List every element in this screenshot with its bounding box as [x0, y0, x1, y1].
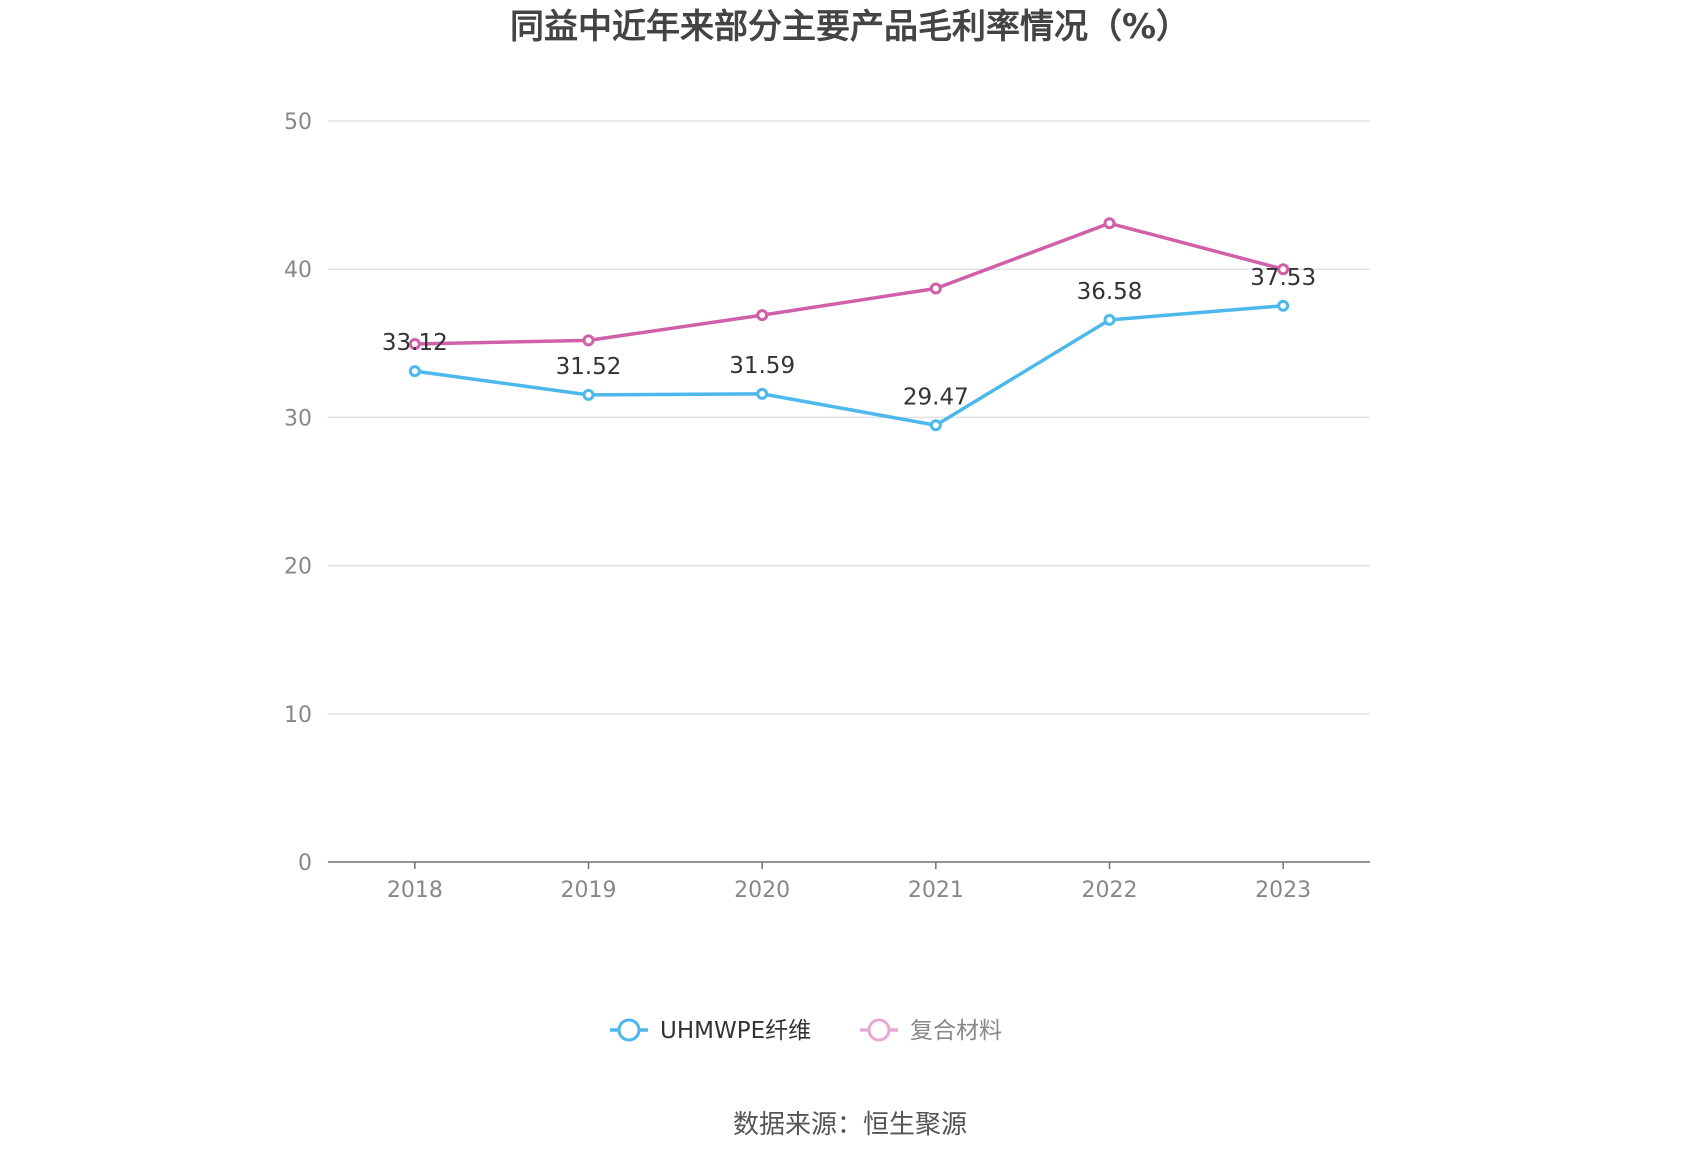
data-point	[929, 282, 942, 295]
chart-title: 同益中近年来部分主要产品毛利率情况（%）	[510, 7, 1190, 47]
data-point	[408, 338, 421, 351]
data-point	[1103, 217, 1116, 230]
data-point	[582, 388, 595, 401]
x-tick-label: 2023	[1255, 878, 1311, 903]
legend-label: 复合材料	[910, 1018, 1002, 1044]
data-label: 33.12	[382, 330, 448, 356]
data-label: 31.52	[556, 354, 622, 380]
series-line-1	[414, 221, 1284, 346]
data-label: 31.59	[729, 353, 795, 379]
y-tick-label: 50	[284, 110, 312, 135]
series-line-0	[414, 304, 1284, 428]
x-tick-label: 2019	[561, 878, 617, 903]
y-tick-label: 40	[284, 258, 312, 283]
data-labels: 33.12 31.52 31.59 29.47 36.58 37.53	[382, 265, 1316, 410]
data-point	[408, 365, 421, 378]
data-point	[756, 309, 769, 322]
x-tick-label: 2020	[734, 878, 790, 903]
y-tick-label: 10	[284, 703, 312, 728]
x-tick-label: 2021	[908, 878, 964, 903]
data-point	[1277, 263, 1290, 276]
source-note: 数据来源：恒生聚源	[733, 1110, 967, 1140]
x-tick-label: 2018	[387, 878, 443, 903]
y-tick-label: 20	[284, 555, 312, 580]
data-point	[929, 419, 942, 432]
y-tick-label: 0	[298, 851, 312, 876]
data-point	[582, 334, 595, 347]
series-layer	[408, 217, 1290, 432]
axes: 0 10 20 30 40 50 2018 2019 2020 2021 2022 2023	[284, 110, 1370, 903]
x-tick-label: 2022	[1082, 878, 1138, 903]
legend-item-1[interactable]: 复合材料	[860, 1018, 1002, 1044]
legend: UHMWPE纤维 复合材料	[610, 1018, 1002, 1044]
legend-swatch-marker	[617, 1018, 641, 1042]
data-point	[756, 387, 769, 400]
data-label: 36.58	[1077, 279, 1143, 305]
data-point	[1277, 299, 1290, 312]
legend-label: UHMWPE纤维	[660, 1018, 811, 1044]
legend-item-0[interactable]: UHMWPE纤维	[610, 1018, 811, 1044]
data-point	[1103, 313, 1116, 326]
legend-swatch-marker	[867, 1018, 891, 1042]
y-tick-label: 30	[284, 406, 312, 431]
data-label: 29.47	[903, 384, 969, 410]
grid	[328, 120, 1370, 715]
data-label: 37.53	[1250, 265, 1316, 291]
